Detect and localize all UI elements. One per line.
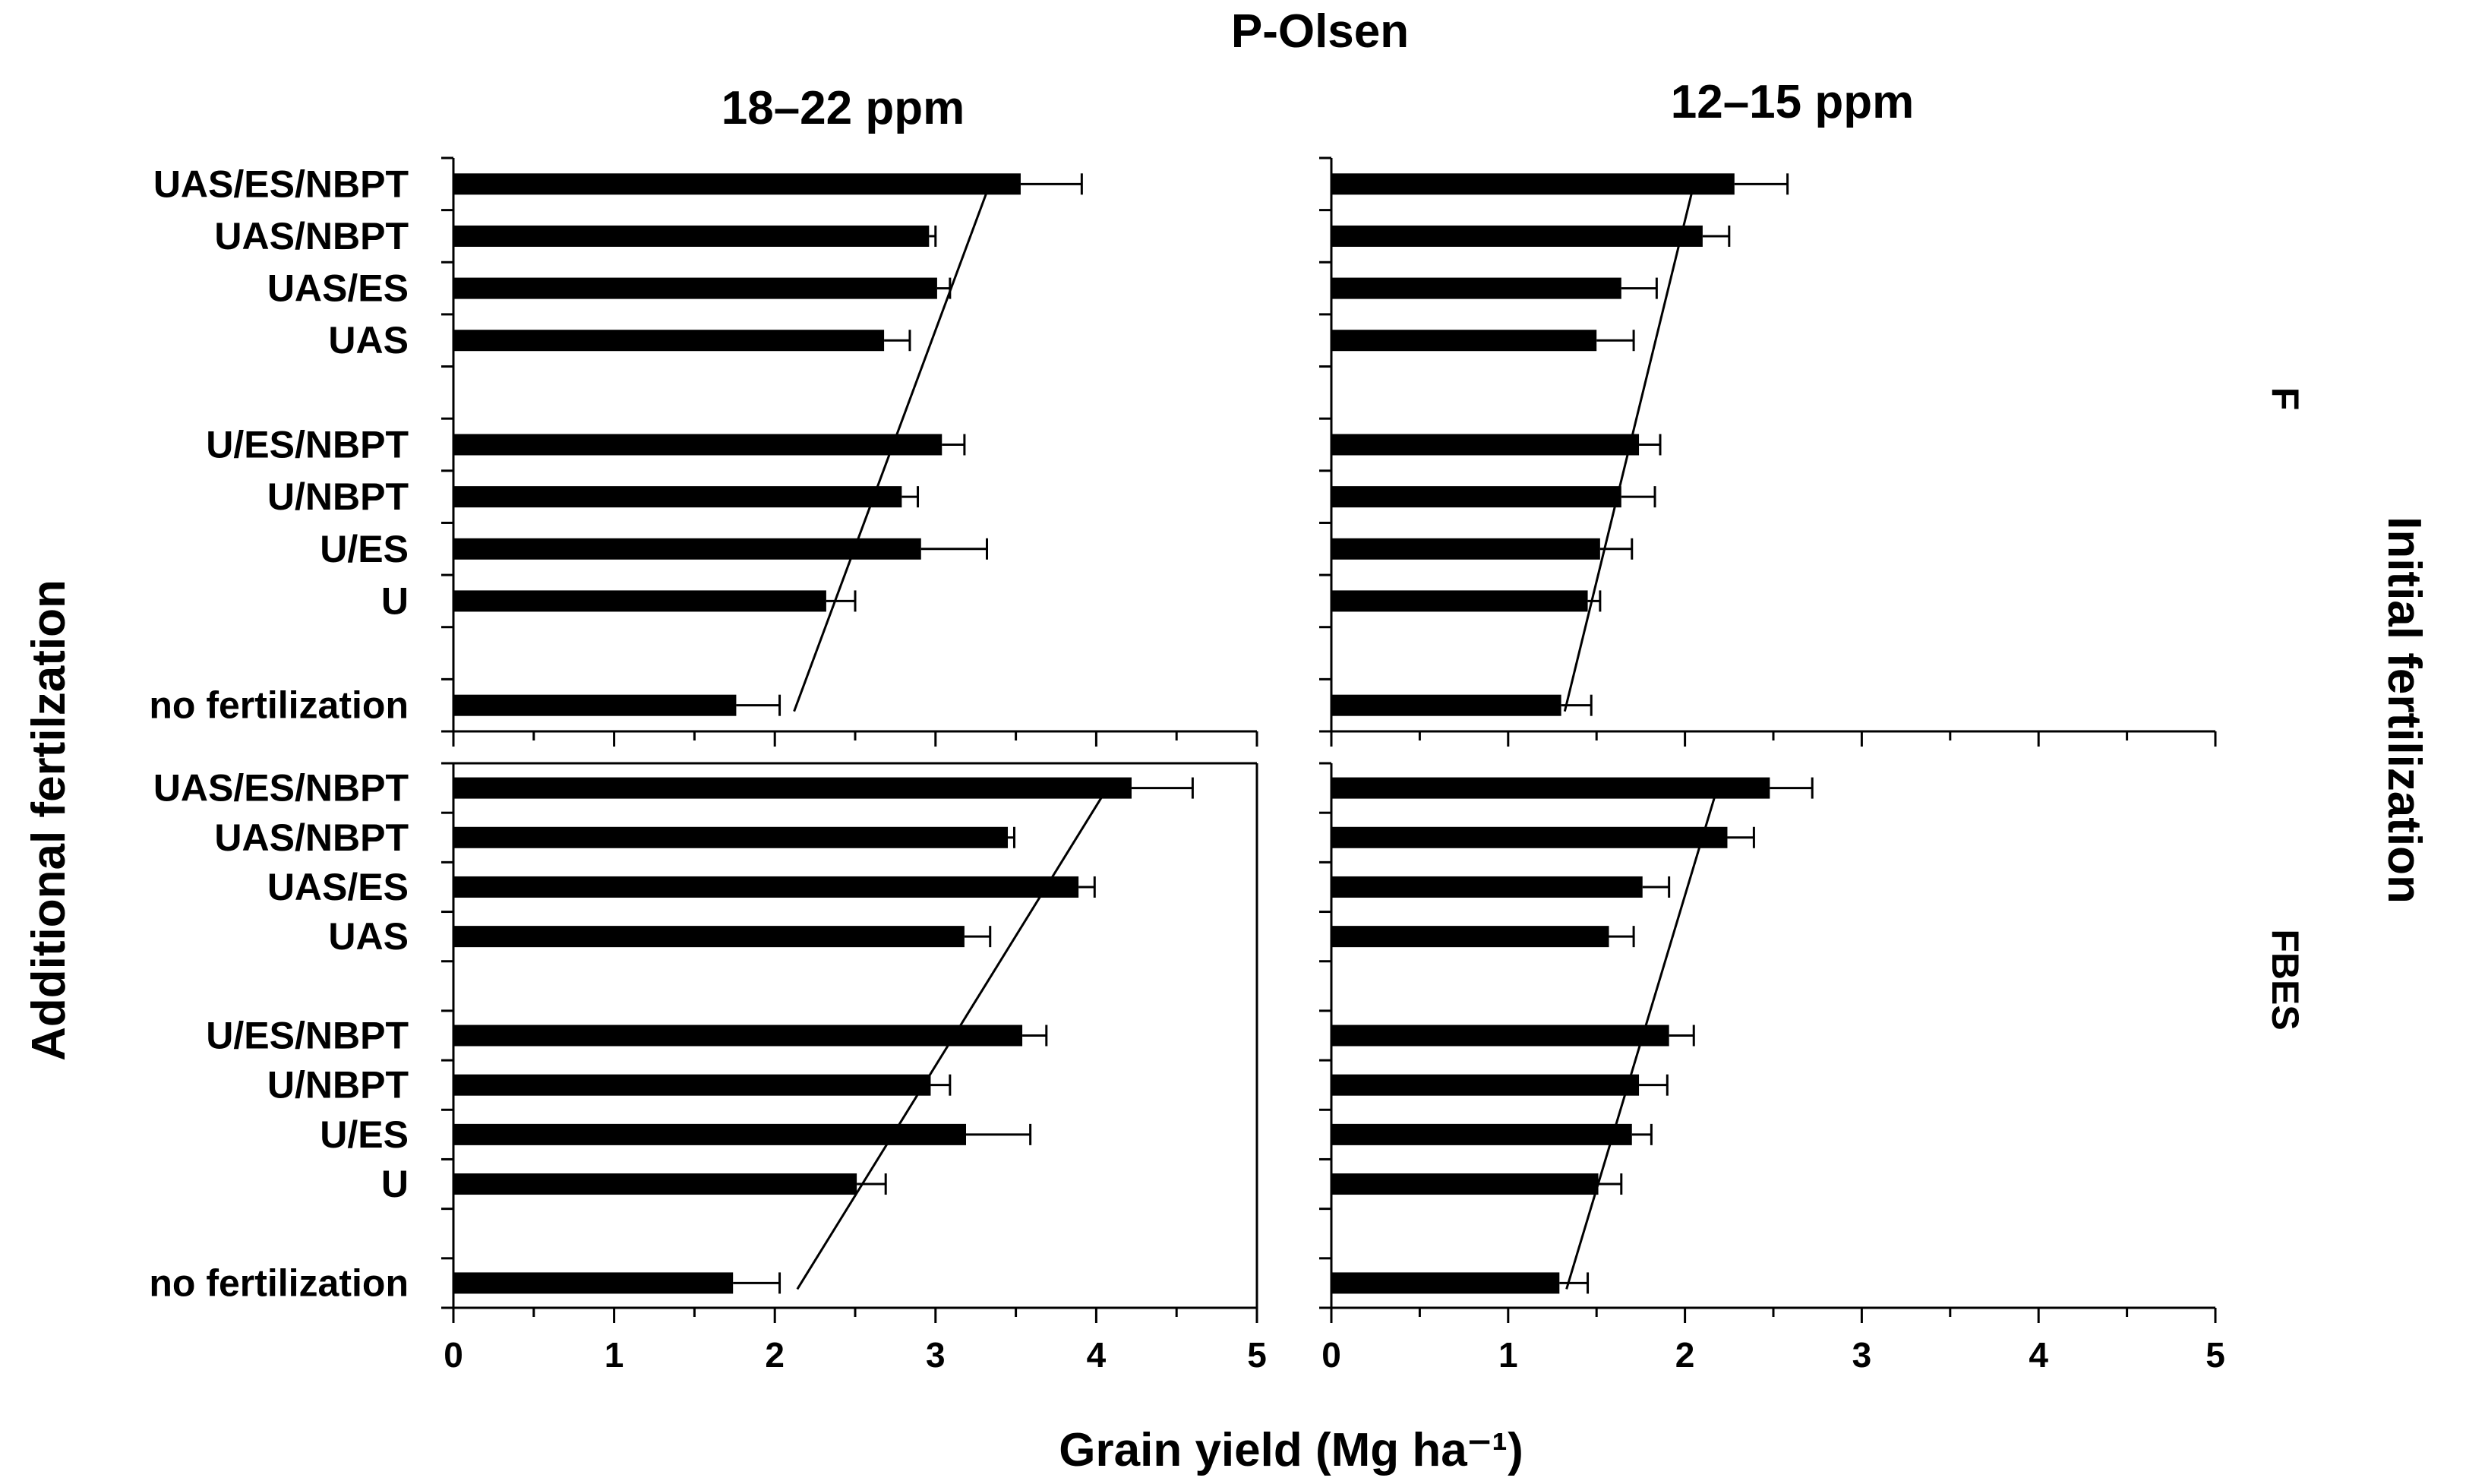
x-tick-label: 1 [1498,1335,1518,1375]
trend-line [1565,795,1716,1290]
bar [1331,777,1770,799]
category-label: UAS/NBPT [214,215,409,257]
category-label: UAS/ES/NBPT [153,767,409,810]
x-tick-label: 1 [605,1335,624,1375]
column-title-high-p: 18–22 ppm [721,82,965,134]
bar [453,434,943,456]
x-axis-label: Grain yield (Mg ha⁻¹) [1059,1424,1523,1476]
column-title-low-p: 12–15 ppm [1671,76,1915,128]
bar [453,926,965,948]
bar [453,1025,1023,1047]
x-tick-label: 2 [765,1335,785,1375]
category-label: UAS/NBPT [214,816,409,859]
category-label: U/ES/NBPT [206,424,409,466]
bar [453,777,1132,799]
category-label: U/ES [320,1113,409,1156]
bar [1331,486,1621,508]
bar [1331,1123,1632,1145]
y-axis-label-left: Additional fertilzation [23,579,75,1061]
category-label: U/ES [320,528,409,570]
bar [1331,826,1728,848]
bar [453,1272,734,1294]
trend-line [796,794,1104,1290]
bar [1331,173,1735,195]
trend-line [1563,191,1694,712]
bar [1331,1074,1640,1096]
figure-title: P-Olsen [1231,5,1409,58]
bar [453,1173,857,1195]
bar [453,330,885,352]
category-label: no fertilization [149,684,409,727]
trend-line [793,191,988,712]
x-tick-label: 4 [1087,1335,1107,1375]
bar [1331,1272,1560,1294]
chart-panel-1: UAS/ES/NBPT UAS/NBPT UAS/ES UAS U/ES/NBPT U/N… [149,156,1258,747]
bar [1331,694,1561,716]
x-tick-label: 0 [1321,1335,1341,1375]
bar [453,826,1009,848]
x-tick-label: 3 [1852,1335,1872,1375]
bar [453,1074,931,1096]
bar [453,538,921,560]
category-label: U/ES/NBPT [206,1015,409,1057]
x-tick-label: 4 [2029,1335,2048,1375]
bar [453,225,930,247]
row-label-FBES: FBES [2264,929,2307,1030]
category-label: U [381,579,409,622]
bar [1331,876,1643,898]
category-label: U [381,1163,409,1205]
category-label: UAS/ES [267,866,409,908]
chart-panel-3: 0 1 2 3 4 5 UAS/ES/NBPT UAS/NBPT UAS/ES UAS U/ES/N… [149,762,1267,1375]
bar [453,173,1021,195]
bar [453,1123,967,1145]
category-label: U/NBPT [267,1064,409,1107]
bar [453,694,737,716]
row-label-F: F [2264,387,2307,411]
x-tick-label: 2 [1675,1335,1695,1375]
y-axis-label-right: Initial fertilization [2378,516,2430,904]
category-label: UAS [328,915,409,958]
category-label: U/NBPT [267,475,409,518]
x-tick-label: 5 [2206,1335,2225,1375]
bar [1331,277,1621,299]
bar [453,876,1079,898]
category-label: no fertilization [149,1261,409,1304]
x-tick-label: 5 [1247,1335,1267,1375]
category-label: UAS [328,319,409,362]
bar [1331,926,1609,948]
bar [1331,1173,1599,1195]
bar [1331,330,1597,352]
x-tick-label: 3 [926,1335,946,1375]
bar [1331,1025,1669,1047]
category-label: UAS/ES [267,267,409,310]
bar [1331,225,1703,247]
chart-panels: UAS/ES/NBPT UAS/NBPT UAS/ES UAS U/ES/NBPT U/N… [149,156,2225,1375]
bar [453,277,937,299]
chart-panel-4: 0 1 2 3 4 5 [1319,762,2225,1375]
bar [453,590,826,612]
bar [1331,590,1588,612]
category-label: UAS/ES/NBPT [153,163,409,205]
bar [453,486,902,508]
bar [1331,434,1640,456]
bar [1331,538,1600,560]
chart-panel-2 [1319,156,2217,747]
x-tick-label: 0 [444,1335,463,1375]
